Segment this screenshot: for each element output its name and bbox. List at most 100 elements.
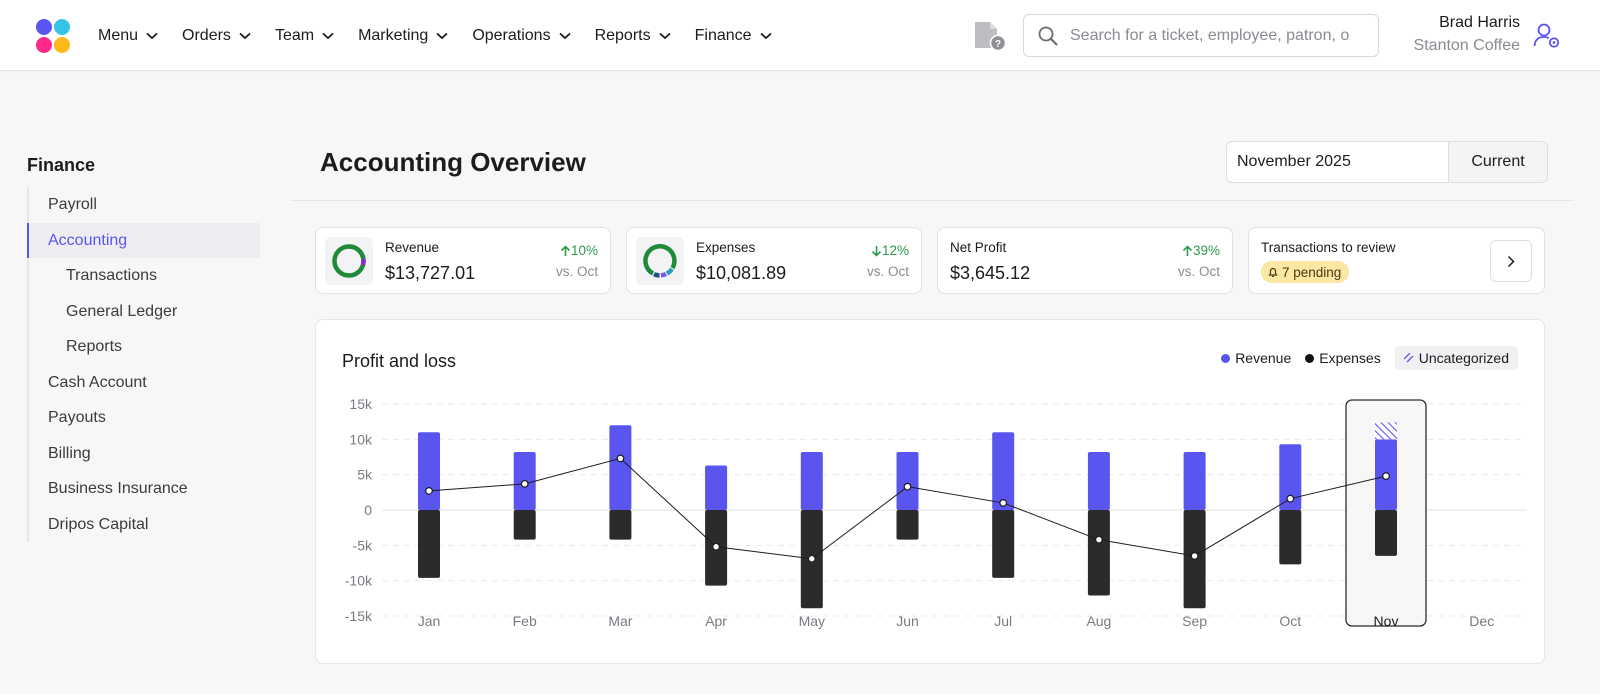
legend-label: Uncategorized: [1418, 350, 1509, 366]
legend-expenses-swatch: [1305, 353, 1315, 363]
search-input[interactable]: [1070, 26, 1350, 45]
revenue-bar: [1183, 452, 1206, 510]
y-tick-label: -5k: [353, 537, 373, 553]
net-point: [425, 487, 433, 495]
app-logo[interactable]: [34, 17, 72, 55]
legend-expenses[interactable]: Expenses: [1305, 350, 1381, 366]
review-transactions-button[interactable]: [1490, 240, 1532, 282]
sidebar-item-payroll[interactable]: Payroll: [48, 196, 97, 213]
revenue-bar: [418, 432, 440, 510]
chevron-right-icon: [1507, 255, 1515, 267]
expenses-bar: [1279, 510, 1302, 565]
page-title: Accounting Overview: [320, 147, 586, 177]
revenue-bar: [609, 425, 632, 510]
sidebar-item-billing[interactable]: Billing: [48, 444, 91, 462]
x-tick-label: Jan: [418, 613, 441, 629]
net-profit-change-value: 39%: [1192, 243, 1220, 258]
sidebar-item-payouts[interactable]: Payouts: [48, 409, 106, 426]
revenue-bar: [992, 432, 1015, 510]
nav-label: Finance: [694, 26, 752, 44]
nav-finance[interactable]: Finance: [695, 27, 772, 45]
nav-label: Reports: [594, 26, 651, 44]
expenses-bar: [1375, 510, 1397, 556]
net-point: [807, 554, 816, 563]
transactions-review-card[interactable]: Transactions to review 7 pending: [1248, 227, 1545, 294]
arrow-up-icon: [1182, 244, 1193, 256]
revenue-change: 10%: [560, 243, 598, 258]
chevron-down-icon: [239, 32, 251, 39]
x-tick-label: Jun: [896, 613, 919, 629]
x-tick-label: Mar: [608, 613, 632, 629]
help-document-icon[interactable]: ?: [972, 20, 1006, 52]
expenses-card[interactable]: Expenses $10,081.89 12% vs. Oct: [626, 227, 922, 294]
nav-team[interactable]: Team: [275, 27, 334, 45]
revenue-change-value: 10%: [570, 243, 598, 258]
revenue-card[interactable]: Revenue $13,727.01 10% vs. Oct: [315, 227, 611, 294]
header-divider: [290, 200, 1574, 201]
sidebar-item-cash-account[interactable]: Cash Account: [48, 373, 147, 391]
legend-uncategorized[interactable]: Uncategorized: [1394, 346, 1518, 370]
revenue-donut-icon: [325, 237, 373, 285]
legend-label: Revenue: [1235, 350, 1292, 366]
user-info[interactable]: Brad Harris Stanton Coffee: [1414, 14, 1520, 55]
search-icon: [1038, 26, 1058, 45]
x-tick-label: Sep: [1182, 613, 1207, 629]
x-tick-label: Aug: [1086, 613, 1111, 629]
net-profit-comparison: vs. Oct: [1177, 264, 1220, 279]
profit-loss-chart: 15k 10k 5k 0 -5k -10k -15k Jan Feb Mar Apr May Jun Ju…: [345, 396, 1526, 629]
y-tick-label: 0: [364, 502, 372, 518]
net-profit-card[interactable]: Net Profit $3,645.12 39% vs. Oct: [937, 227, 1233, 294]
net-profit-change: 39%: [1182, 243, 1220, 258]
chart-legend: Revenue Expenses Uncategorized: [1207, 346, 1518, 370]
top-navbar: Menu Orders Team Marketing Operations Re…: [0, 0, 1600, 71]
nav-label: Team: [274, 26, 315, 44]
search-box[interactable]: [1023, 14, 1379, 57]
nav-orders[interactable]: Orders: [182, 27, 251, 45]
sidebar-item-transactions[interactable]: Transactions: [66, 267, 157, 284]
expenses-bar: [1087, 510, 1110, 596]
net-point: [1382, 472, 1390, 480]
nav-menu[interactable]: Menu: [98, 27, 158, 45]
y-tick-label: 15k: [349, 396, 373, 412]
expenses-bar: [418, 510, 440, 578]
net-point: [999, 499, 1008, 507]
user-settings-icon[interactable]: [1533, 22, 1561, 50]
revenue-bar: [705, 465, 728, 510]
x-tick-label: Dec: [1469, 613, 1494, 629]
legend-revenue[interactable]: Revenue: [1221, 350, 1291, 366]
pending-count: 7 pending: [1282, 264, 1342, 280]
expenses-bar: [513, 510, 536, 540]
net-point: [1095, 535, 1103, 544]
sidebar-item-reports[interactable]: Reports: [66, 338, 123, 355]
nav-reports[interactable]: Reports: [595, 27, 671, 45]
x-tick-label: Jul: [994, 613, 1012, 629]
sidebar-item-dripos-capital[interactable]: Dripos Capital: [48, 515, 149, 533]
expenses-donut-icon: [636, 237, 684, 285]
y-tick-label: 5k: [357, 467, 373, 483]
revenue-bar: [896, 452, 919, 510]
month-picker[interactable]: November 2025 Current: [1226, 141, 1548, 183]
transactions-review-label: Transactions to review: [1261, 240, 1396, 255]
sidebar-title: Finance: [27, 155, 96, 175]
y-tick-label: 10k: [349, 431, 373, 447]
revenue-bar: [800, 452, 823, 510]
user-organization: Stanton Coffee: [1413, 37, 1520, 54]
sidebar-item-accounting[interactable]: Accounting: [27, 222, 260, 258]
chevron-down-icon: [322, 32, 334, 39]
hatch-icon: [1403, 353, 1414, 363]
net-point: [903, 482, 912, 491]
net-point: [712, 542, 721, 551]
nav-operations[interactable]: Operations: [472, 27, 571, 45]
arrow-down-icon: [871, 245, 882, 257]
nav-label: Orders: [182, 26, 231, 44]
expenses-value: $10,081.89: [696, 263, 787, 283]
current-month-button[interactable]: Current: [1448, 142, 1547, 182]
chevron-down-icon: [759, 32, 772, 39]
nav-marketing[interactable]: Marketing: [358, 27, 448, 45]
net-point: [1190, 552, 1199, 560]
sidebar-item-general-ledger[interactable]: General Ledger: [66, 302, 178, 320]
net-point: [520, 479, 529, 488]
sidebar-item-business-insurance[interactable]: Business Insurance: [48, 480, 188, 497]
month-picker-value[interactable]: November 2025: [1237, 153, 1351, 170]
nav-label: Marketing: [358, 26, 429, 44]
